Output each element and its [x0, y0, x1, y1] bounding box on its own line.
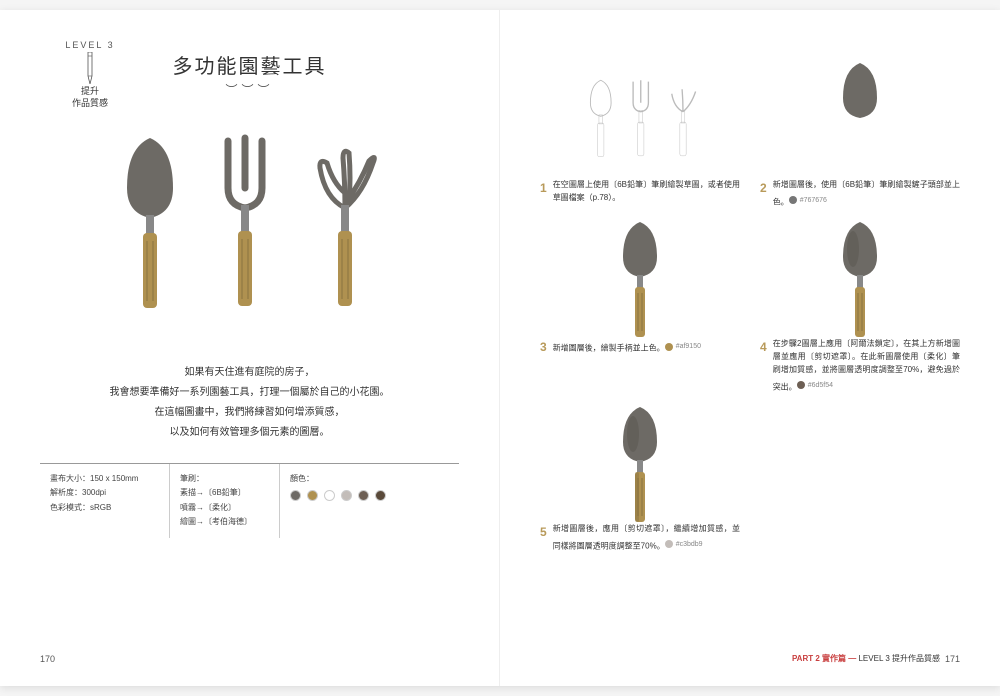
step-number: 5 [540, 523, 547, 553]
swatch [307, 490, 318, 501]
steps-grid: 1 在空圖層上使用〔6B鉛筆〕筆刷繪製草圖，或者使用草圖檔案（p.78）。 2 … [540, 65, 960, 553]
step-illustration [540, 65, 740, 175]
swatch [341, 490, 352, 501]
intro-line: 如果有天住進有庭院的房子， [40, 363, 459, 383]
color-chip: #6d5f54 [797, 380, 833, 391]
intro-line: 以及如何有效管理多個元素的圖層。 [40, 423, 459, 443]
color-chip: #af9150 [665, 341, 701, 352]
fork-illustration [210, 133, 280, 323]
step-description: 新增圖層後，繪製手柄並上色。#af9150 [553, 338, 740, 357]
intro-text: 如果有天住進有庭院的房子， 我會想要準備好一系列園藝工具，打理一個屬於自己的小花… [40, 363, 459, 443]
step-description: 在步驟2圖層上應用〔阿爾法鎖定〕，在其上方新增圖層並應用〔剪切遮罩〕。在此新圖層… [773, 338, 960, 394]
intro-line: 我會想要準備好一系列園藝工具，打理一個屬於自己的小花園。 [40, 383, 459, 403]
page-number-left: 170 [40, 654, 55, 664]
specs-colors: 顏色： [280, 464, 459, 538]
step: 2 新增圖層後，使用〔6B鉛筆〕筆刷繪製鏟子頭部並上色。#767676 [760, 65, 960, 209]
step-number: 3 [540, 338, 547, 357]
step-number: 4 [760, 338, 767, 394]
swatch [375, 490, 386, 501]
page-left: LEVEL 3 提升 作品質感 多功能園藝工具 ︶︶︶ [0, 10, 500, 686]
color-chip: #767676 [789, 195, 827, 206]
badge-line2: 作品質感 [55, 98, 125, 110]
swatch [324, 490, 335, 501]
footer-level: LEVEL 3 提升作品質感 [858, 654, 940, 663]
swatch [358, 490, 369, 501]
level-badge: LEVEL 3 提升 作品質感 [55, 40, 125, 109]
step-illustration [540, 224, 740, 334]
color-chip: #c3bdb9 [665, 539, 703, 550]
cultivator-illustration [305, 133, 385, 323]
step-description: 新增圖層後，使用〔6B鉛筆〕筆刷繪製鏟子頭部並上色。#767676 [773, 179, 960, 209]
step: 4 在步驟2圖層上應用〔阿爾法鎖定〕，在其上方新增圖層並應用〔剪切遮罩〕。在此新… [760, 224, 960, 394]
step-number: 2 [760, 179, 767, 209]
color-swatches [290, 490, 449, 501]
step-description: 新增圖層後，應用〔剪切遮罩〕，繼續增加質感，並同樣將圖層透明度調整至70%。#c… [553, 523, 740, 553]
specs-brushes: 筆刷： 素描→〔6B鉛筆〕 噴霧→〔柔化〕 繪圖→〔考伯海德〕 [170, 464, 280, 538]
intro-line: 在這幅圖畫中，我們將練習如何增添質感， [40, 403, 459, 423]
step: 5 新增圖層後，應用〔剪切遮罩〕，繼續增加質感，並同樣將圖層透明度調整至70%。… [540, 409, 740, 553]
footer-breadcrumb: PART 2 實作篇 — LEVEL 3 提升作品質感 [792, 653, 940, 664]
main-illustration [40, 133, 459, 333]
pencil-icon [55, 52, 125, 84]
level-label: LEVEL 3 [55, 40, 125, 50]
specs-table: 畫布大小：150 x 150mm 解析度：300dpi 色彩模式：sRGB 筆刷… [40, 463, 459, 538]
step-illustration [540, 409, 740, 519]
step-number: 1 [540, 179, 547, 205]
step: 3 新增圖層後，繪製手柄並上色。#af9150 [540, 224, 740, 394]
step: 1 在空圖層上使用〔6B鉛筆〕筆刷繪製草圖，或者使用草圖檔案（p.78）。 [540, 65, 740, 209]
badge-line1: 提升 [55, 86, 125, 98]
book-spread: LEVEL 3 提升 作品質感 多功能園藝工具 ︶︶︶ [0, 10, 1000, 686]
step-illustration [760, 65, 960, 175]
footer-part: PART 2 實作篇 — [792, 654, 856, 663]
step-description: 在空圖層上使用〔6B鉛筆〕筆刷繪製草圖，或者使用草圖檔案（p.78）。 [553, 179, 740, 205]
specs-canvas: 畫布大小：150 x 150mm 解析度：300dpi 色彩模式：sRGB [40, 464, 170, 538]
trowel-illustration [115, 133, 185, 323]
page-right: 1 在空圖層上使用〔6B鉛筆〕筆刷繪製草圖，或者使用草圖檔案（p.78）。 2 … [500, 10, 1000, 686]
page-number-right: 171 [945, 654, 960, 664]
swatch [290, 490, 301, 501]
step-illustration [760, 224, 960, 334]
